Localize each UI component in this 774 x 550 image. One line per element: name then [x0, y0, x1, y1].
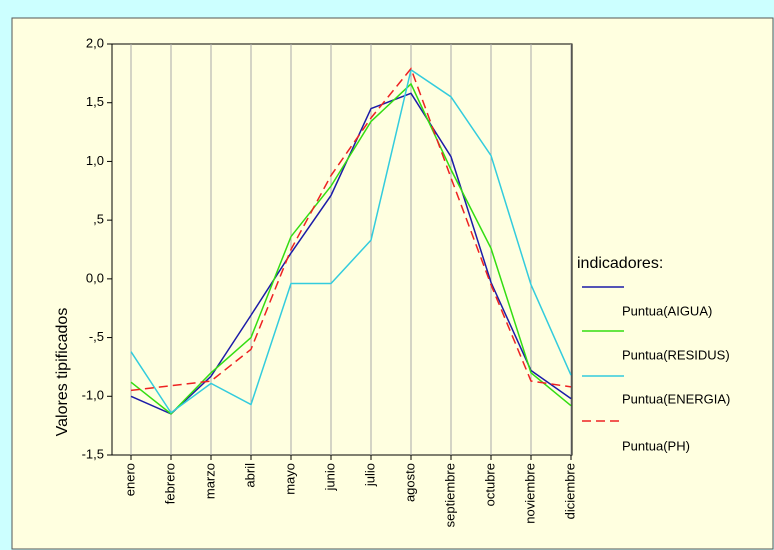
x-tick-label: enero — [122, 463, 137, 496]
y-tick-label: ,5 — [93, 212, 104, 227]
legend-label: Puntua(AIGUA) — [622, 303, 712, 318]
y-tick-label: 1,0 — [86, 153, 104, 168]
legend-label: Puntua(RESIDUS) — [622, 347, 730, 362]
y-axis-title: Valores tipificados — [54, 308, 71, 437]
y-tick-label: 2,0 — [86, 35, 104, 50]
legend-label: Puntua(PH) — [622, 438, 690, 453]
plot-area — [111, 43, 573, 456]
series-line — [130, 67, 572, 392]
x-tick-label: octubre — [482, 463, 497, 506]
y-tick-label: -1,5 — [82, 446, 104, 461]
x-tick-label: mayo — [282, 463, 297, 495]
x-tick-label: abril — [242, 463, 257, 488]
series-line — [130, 82, 572, 415]
y-tick-label: -,5 — [89, 329, 104, 344]
legend-label: Puntua(ENERGIA) — [622, 391, 730, 406]
x-tick-label: diciembre — [562, 463, 577, 519]
y-tick-label: 1,5 — [86, 94, 104, 109]
y-tick-label: -1,0 — [82, 388, 104, 403]
x-tick-label: septiembre — [442, 463, 457, 527]
legend-title: indicadores: — [577, 255, 663, 272]
x-tick-label: julio — [362, 463, 377, 487]
x-tick-label: junio — [322, 463, 337, 491]
y-tick-label: 0,0 — [86, 270, 104, 285]
x-tick-label: febrero — [162, 463, 177, 504]
series-line — [130, 92, 572, 415]
x-tick-label: agosto — [402, 463, 417, 502]
series-line — [130, 68, 572, 414]
x-tick-label: marzo — [202, 463, 217, 499]
x-tick-label: noviembre — [522, 463, 537, 524]
chart-panel — [11, 17, 774, 550]
